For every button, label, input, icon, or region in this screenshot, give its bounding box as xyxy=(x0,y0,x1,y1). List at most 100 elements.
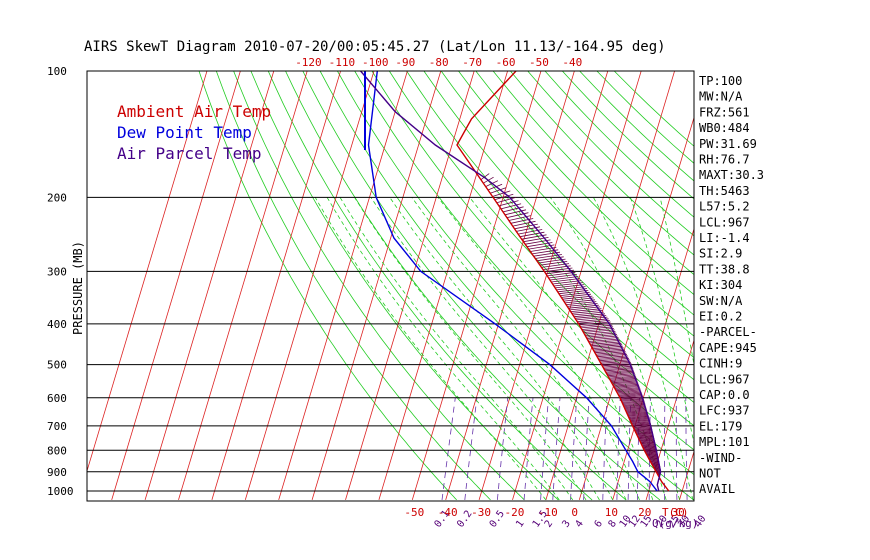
cape-hatch-line xyxy=(632,423,652,427)
cape-hatch-line xyxy=(600,360,631,364)
index-item: WB0:484 xyxy=(699,121,750,135)
cape-hatch-line xyxy=(583,329,615,333)
moist-adiabat xyxy=(411,197,627,501)
dry-adiabat xyxy=(458,71,694,316)
cape-hatch-line xyxy=(629,417,650,420)
cape-hatch-line xyxy=(615,388,641,392)
index-item: NOT xyxy=(699,467,721,481)
cape-hatch-line xyxy=(594,348,625,352)
moist-adiabat xyxy=(354,197,587,501)
profiles xyxy=(360,71,670,492)
top-temp-tick-label: -90 xyxy=(395,56,415,69)
cape-hatch-line xyxy=(591,344,623,348)
cape-hatch-line xyxy=(601,362,631,365)
cape-hatch-line xyxy=(605,369,634,373)
index-item: LFC:937 xyxy=(699,404,750,418)
cape-hatch-line xyxy=(642,444,656,447)
cape-hatch-line xyxy=(645,451,658,454)
mixing-ratio-line xyxy=(616,397,621,500)
cape-hatch-line xyxy=(622,401,645,404)
cape-hatch-line xyxy=(648,455,659,458)
profile-ambient-air-temp xyxy=(456,71,670,492)
cape-hatch-line xyxy=(636,431,653,435)
mixing-ratio-tick-label: 1 xyxy=(514,518,526,529)
cape-hatch-line xyxy=(648,456,659,459)
dry-adiabat xyxy=(198,71,457,501)
pressure-tick-label: 200 xyxy=(47,191,67,204)
top-temp-tick-label: -110 xyxy=(329,56,356,69)
cape-hatch-line xyxy=(580,323,612,327)
top-temp-tick-label: -80 xyxy=(429,56,449,69)
dry-adiabat xyxy=(371,71,694,427)
isotherm-line xyxy=(111,71,241,501)
cape-hatch-line xyxy=(640,440,655,443)
cape-hatch-line xyxy=(616,389,641,393)
pressure-tick-label: 900 xyxy=(47,466,67,479)
dry-adiabat xyxy=(337,71,694,476)
cape-hatch-line xyxy=(620,396,644,399)
cape-hatch-line xyxy=(642,443,656,447)
cape-hatch-line xyxy=(494,193,514,201)
cape-hatch-line xyxy=(490,187,507,194)
cape-hatch-line xyxy=(586,335,618,339)
temp-tick-label: 0 xyxy=(571,506,578,519)
cape-hatch-line xyxy=(615,387,640,390)
cape-hatch-line xyxy=(643,447,657,451)
isotherm-line xyxy=(411,71,542,501)
cape-hatch-line xyxy=(643,446,657,449)
index-item: MPL:101 xyxy=(699,435,750,449)
mixing-ratio-line xyxy=(570,397,578,500)
cape-hatch-line xyxy=(631,421,651,424)
top-temp-tick-label: -40 xyxy=(562,56,582,69)
pressure-tick-label: 1000 xyxy=(47,485,74,498)
cape-hatch-line xyxy=(500,203,522,210)
temp-tick-label: 20 xyxy=(638,506,651,519)
cape-hatch-line xyxy=(607,373,635,377)
dry-adiabat xyxy=(475,71,694,296)
cape-hatch-line xyxy=(587,337,619,341)
isotherm-line xyxy=(278,71,408,501)
plot-frame xyxy=(86,70,695,502)
isotherm-line xyxy=(578,116,694,501)
cape-hatch-line xyxy=(631,422,651,425)
cape-hatch-line xyxy=(564,299,596,304)
pressure-tick-label: 100 xyxy=(47,65,67,78)
cape-hatch-line xyxy=(650,460,660,463)
top-temp-tick-label: -50 xyxy=(529,56,549,69)
cape-hatch-line xyxy=(649,457,659,460)
cape-hatch-line xyxy=(588,338,620,342)
cape-hatch-line xyxy=(629,418,650,421)
pressure-tick-label: 300 xyxy=(47,265,67,278)
cape-hatch-line xyxy=(590,342,622,347)
isotherm-line xyxy=(345,71,475,501)
cape-hatch-line xyxy=(604,368,634,372)
index-item: CINH:9 xyxy=(699,357,742,371)
cape-hatch-line xyxy=(643,447,657,450)
cape-hatch-line xyxy=(646,451,658,455)
index-item: TP:100 xyxy=(699,74,742,88)
pressure-tick-label: 700 xyxy=(47,420,67,433)
cape-hatch-line xyxy=(617,391,642,395)
cape-hatch-line xyxy=(632,422,651,426)
legend-entry: Dew Point Temp xyxy=(117,123,252,142)
temp-tick-label: -30 xyxy=(471,506,491,519)
isotherm-line xyxy=(244,71,375,501)
cape-hatch-line xyxy=(602,364,632,368)
cape-hatch-line xyxy=(563,297,594,302)
cape-hatch-line xyxy=(635,430,653,433)
cape-hatch-line xyxy=(551,278,580,283)
mixing-ratio-tick-label: 2 xyxy=(543,518,555,529)
pressure-tick-label: 600 xyxy=(47,392,67,405)
cape-hatch-line xyxy=(589,340,620,344)
cape-hatch-line xyxy=(647,455,659,458)
dry-adiabat xyxy=(510,71,694,256)
cape-hatch-line xyxy=(649,458,659,461)
isotherm-line xyxy=(87,71,208,473)
cape-hatch-line xyxy=(579,321,611,326)
cape-hatch-line xyxy=(638,437,655,440)
cape-hatch-line xyxy=(611,380,638,384)
legend-entry: Air Parcel Temp xyxy=(117,144,262,163)
mixing-ratio-line xyxy=(540,397,549,500)
isotherm-line xyxy=(478,71,609,501)
index-item: KI:304 xyxy=(699,278,742,292)
